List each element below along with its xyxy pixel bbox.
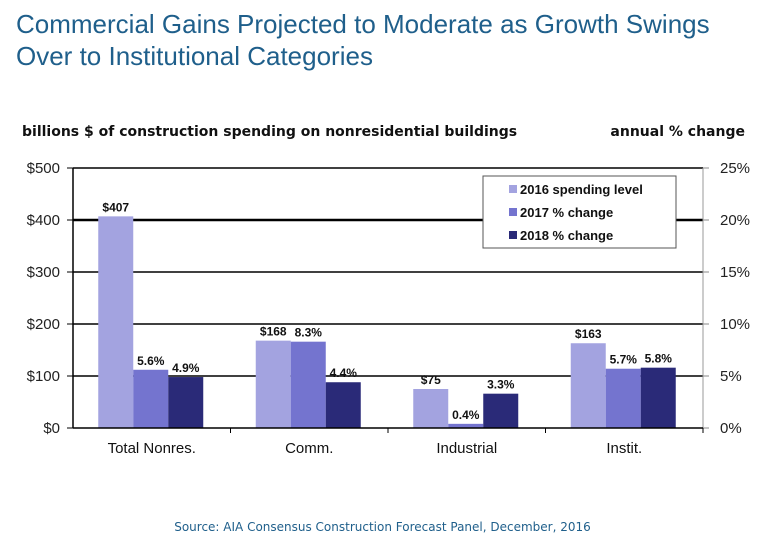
- right-axis-tick-label: 25%: [720, 160, 750, 177]
- left-axis-tick-label: $200: [27, 316, 60, 333]
- data-label: 5.6%: [137, 354, 165, 368]
- right-axis-tick-label: 15%: [720, 264, 750, 281]
- data-label: 0.4%: [452, 408, 480, 422]
- data-label: $163: [575, 327, 602, 341]
- category-label: Comm.: [285, 440, 333, 457]
- left-axis-tick-label: $400: [27, 212, 60, 229]
- legend-swatch: [509, 231, 517, 239]
- data-label: 5.7%: [610, 353, 638, 367]
- right-axis-tick-label: 10%: [720, 316, 750, 333]
- bars: [98, 216, 676, 428]
- category-label: Industrial: [436, 440, 497, 457]
- bar-2018: [483, 393, 519, 428]
- bar-2018: [640, 367, 676, 428]
- left-axis-caption: billions $ of construction spending on n…: [22, 124, 518, 140]
- bar-2017: [448, 423, 484, 428]
- data-label: 5.8%: [645, 352, 673, 366]
- bar-2018: [325, 382, 361, 428]
- data-label: 8.3%: [295, 326, 323, 340]
- data-label: $168: [260, 325, 287, 339]
- category-label: Instit.: [606, 440, 642, 457]
- data-label: $75: [421, 373, 441, 387]
- bar-2016: [255, 340, 291, 428]
- bar-2017: [133, 369, 169, 428]
- legend-label: 2017 % change: [520, 205, 613, 220]
- data-labels: $407 5.6% 4.9% $168 8.3% 4.4% $75 0.4% 3.3% $163 5…: [102, 200, 672, 421]
- data-label: $407: [102, 200, 129, 214]
- left-axis-tick-label: $100: [27, 368, 60, 385]
- left-axis-tick-label: $300: [27, 264, 60, 281]
- left-axis-tick-label: $500: [27, 160, 60, 177]
- legend-swatch: [509, 185, 517, 193]
- bar-2016: [98, 216, 134, 428]
- bar-2017: [605, 368, 641, 428]
- source-note: Source: AIA Consensus Construction Forec…: [174, 520, 591, 534]
- data-label: 3.3%: [487, 378, 515, 392]
- bar-2016: [413, 389, 449, 428]
- legend: 2016 spending level 2017 % change 2018 % c…: [482, 175, 677, 249]
- left-axis-tick-label: $0: [43, 420, 60, 437]
- right-axis-caption: annual % change: [610, 124, 745, 140]
- data-label: 4.9%: [172, 361, 200, 375]
- axes: $0 0% $100 5% $200 10% $300 15% $400 20% $500 25% To…: [27, 160, 750, 457]
- legend-label: 2016 spending level: [520, 182, 643, 197]
- bar-2017: [290, 341, 326, 428]
- chart-title: Commercial Gains Projected to Moderate a…: [16, 9, 710, 71]
- legend-label: 2018 % change: [520, 228, 613, 243]
- right-axis-tick-label: 5%: [720, 368, 742, 385]
- right-axis-tick-label: 0%: [720, 420, 742, 437]
- category-label: Total Nonres.: [108, 440, 196, 457]
- bar-2018: [168, 377, 204, 428]
- bar-2016: [570, 343, 606, 428]
- data-label: 4.4%: [330, 366, 358, 380]
- right-axis-tick-label: 20%: [720, 212, 750, 229]
- legend-swatch: [509, 208, 517, 216]
